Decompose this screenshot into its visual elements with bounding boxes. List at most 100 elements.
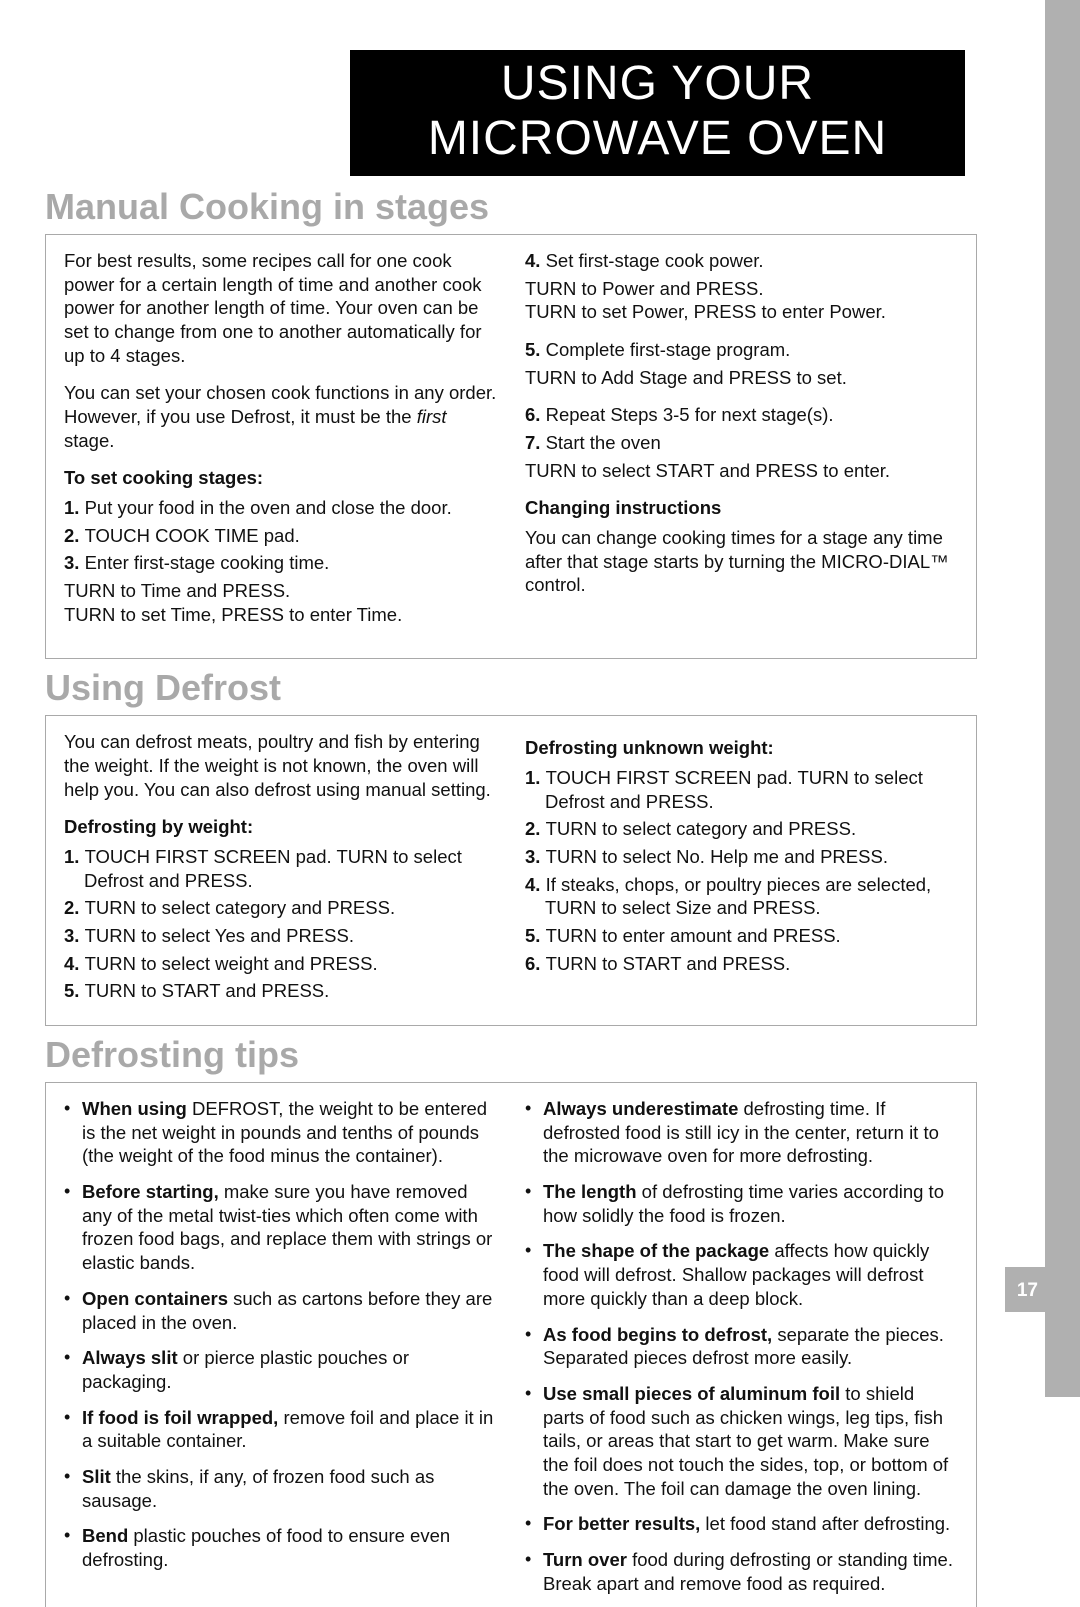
text-italic: first	[417, 406, 447, 427]
text: TURN to select Yes and PRESS.	[85, 925, 354, 946]
step-5-under: TURN to Add Stage and PRESS to set.	[525, 366, 958, 390]
col-right: Always underestimate defrosting time. If…	[525, 1097, 958, 1607]
defrost-intro: You can defrost meats, poultry and fish …	[64, 730, 497, 801]
tip-lead: When using	[82, 1098, 187, 1119]
dw-step-1: 1. TOUCH FIRST SCREEN pad. TURN to selec…	[64, 845, 497, 892]
col-left: For best results, some recipes call for …	[64, 249, 497, 640]
panel-using-defrost: You can defrost meats, poultry and fish …	[45, 715, 977, 1026]
du-step-3: 3. TURN to select No. Help me and PRESS.	[525, 845, 958, 869]
page-number: 17	[1017, 1280, 1038, 1302]
text: Put your food in the oven and close the …	[85, 497, 452, 518]
text: Repeat Steps 3-5 for next stage(s).	[546, 404, 834, 425]
text: If steaks, chops, or poultry pieces are …	[545, 874, 931, 919]
tip-lead: Always slit	[82, 1347, 178, 1368]
page-content: USING YOUR MICROWAVE OVEN Manual Cooking…	[0, 0, 1045, 1397]
text: TURN to select weight and PRESS.	[85, 953, 378, 974]
changing-text: You can change cooking times for a stage…	[525, 526, 958, 597]
tip-item: Open containers such as cartons before t…	[64, 1287, 497, 1334]
text: TURN to select category and PRESS.	[546, 818, 857, 839]
tip-item: As food begins to defrost, separate the …	[525, 1323, 958, 1370]
tip-lead: As food begins to defrost,	[543, 1324, 772, 1345]
du-step-5: 5. TURN to enter amount and PRESS.	[525, 924, 958, 948]
col-right: Defrosting unknown weight: 1. TOUCH FIRS…	[525, 730, 958, 1007]
text: TURN to START and PRESS.	[85, 980, 330, 1001]
tip-item: If food is foil wrapped, remove foil and…	[64, 1406, 497, 1453]
title-bar: USING YOUR MICROWAVE OVEN	[350, 50, 965, 176]
text: TOUCH FIRST SCREEN pad. TURN to select D…	[84, 846, 462, 891]
text: TURN to select category and PRESS.	[85, 897, 396, 918]
text: Set first-stage cook power.	[546, 250, 764, 271]
subhead-by-weight: Defrosting by weight:	[64, 815, 497, 839]
text: Complete first-stage program.	[546, 339, 791, 360]
tip-lead: The shape of the package	[543, 1240, 769, 1261]
text: TURN to set Time, PRESS to enter Time.	[64, 603, 497, 627]
tip-lead: For better results,	[543, 1513, 700, 1534]
tip-lead: Bend	[82, 1525, 128, 1546]
col-left: When using DEFROST, the weight to be ent…	[64, 1097, 497, 1607]
intro-para2: You can set your chosen cook functions i…	[64, 381, 497, 452]
tip-lead: If food is foil wrapped,	[82, 1407, 278, 1428]
step-3: 3. Enter first-stage cooking time.	[64, 551, 497, 575]
panel-manual-cooking: For best results, some recipes call for …	[45, 234, 977, 659]
intro-para1: For best results, some recipes call for …	[64, 249, 497, 367]
text: TURN to select No. Help me and PRESS.	[546, 846, 888, 867]
tip-lead: Use small pieces of aluminum foil	[543, 1383, 840, 1404]
tip-item: The shape of the package affects how qui…	[525, 1239, 958, 1310]
dw-step-4: 4. TURN to select weight and PRESS.	[64, 952, 497, 976]
dw-step-2: 2. TURN to select category and PRESS.	[64, 896, 497, 920]
text: TURN to START and PRESS.	[546, 953, 791, 974]
tip-rest: the skins, if any, of frozen food such a…	[82, 1466, 434, 1511]
step-7: 7. Start the oven	[525, 431, 958, 455]
du-step-4: 4. If steaks, chops, or poultry pieces a…	[525, 873, 958, 920]
tips-right-list: Always underestimate defrosting time. If…	[525, 1097, 958, 1595]
tip-item: Use small pieces of aluminum foil to shi…	[525, 1382, 958, 1500]
text: Start the oven	[546, 432, 661, 453]
step-1: 1. Put your food in the oven and close t…	[64, 496, 497, 520]
tip-item: Bend plastic pouches of food to ensure e…	[64, 1524, 497, 1571]
heading-using-defrost: Using Defrost	[45, 667, 1045, 709]
step-6: 6. Repeat Steps 3-5 for next stage(s).	[525, 403, 958, 427]
text: TOUCH FIRST SCREEN pad. TURN to select D…	[545, 767, 923, 812]
text: TURN to Time and PRESS.	[64, 579, 497, 603]
dw-step-5: 5. TURN to START and PRESS.	[64, 979, 497, 1003]
heading-manual-cooking: Manual Cooking in stages	[45, 186, 1045, 228]
step-3-under: TURN to Time and PRESS. TURN to set Time…	[64, 579, 497, 626]
text: Enter first-stage cooking time.	[85, 552, 330, 573]
tip-rest: let food stand after defrosting.	[700, 1513, 950, 1534]
tip-lead: Turn over	[543, 1549, 627, 1570]
tip-item: Always underestimate defrosting time. If…	[525, 1097, 958, 1168]
tip-item: Always slit or pierce plastic pouches or…	[64, 1346, 497, 1393]
text: TURN to set Power, PRESS to enter Power.	[525, 300, 958, 324]
step-4: 4. Set first-stage cook power.	[525, 249, 958, 273]
text: TURN to enter amount and PRESS.	[546, 925, 841, 946]
step-4-under: TURN to Power and PRESS. TURN to set Pow…	[525, 277, 958, 324]
dw-step-3: 3. TURN to select Yes and PRESS.	[64, 924, 497, 948]
subhead-set-stages: To set cooking stages:	[64, 466, 497, 490]
subhead-unknown-weight: Defrosting unknown weight:	[525, 736, 958, 760]
text: TOUCH COOK TIME pad.	[85, 525, 300, 546]
tip-item: Turn over food during defrosting or stan…	[525, 1548, 958, 1595]
text: TURN to Power and PRESS.	[525, 277, 958, 301]
step-5: 5. Complete first-stage program.	[525, 338, 958, 362]
tip-lead: Open containers	[82, 1288, 228, 1309]
tip-lead: Slit	[82, 1466, 111, 1487]
text: stage.	[64, 430, 114, 451]
panel-defrosting-tips: When using DEFROST, the weight to be ent…	[45, 1082, 977, 1607]
subhead-changing: Changing instructions	[525, 496, 958, 520]
step-7-under: TURN to select START and PRESS to enter.	[525, 459, 958, 483]
heading-defrosting-tips: Defrosting tips	[45, 1034, 1045, 1076]
tip-item: Slit the skins, if any, of frozen food s…	[64, 1465, 497, 1512]
tip-lead: The length	[543, 1181, 637, 1202]
tip-lead: Always underestimate	[543, 1098, 738, 1119]
tips-left-list: When using DEFROST, the weight to be ent…	[64, 1097, 497, 1571]
col-left: You can defrost meats, poultry and fish …	[64, 730, 497, 1007]
du-step-1: 1. TOUCH FIRST SCREEN pad. TURN to selec…	[525, 766, 958, 813]
du-step-6: 6. TURN to START and PRESS.	[525, 952, 958, 976]
step-2: 2. TOUCH COOK TIME pad.	[64, 524, 497, 548]
right-thumb-tab	[1045, 0, 1080, 1397]
du-step-2: 2. TURN to select category and PRESS.	[525, 817, 958, 841]
tip-item: For better results, let food stand after…	[525, 1512, 958, 1536]
tip-item: When using DEFROST, the weight to be ent…	[64, 1097, 497, 1168]
tip-item: The length of defrosting time varies acc…	[525, 1180, 958, 1227]
tip-rest: plastic pouches of food to ensure even d…	[82, 1525, 450, 1570]
